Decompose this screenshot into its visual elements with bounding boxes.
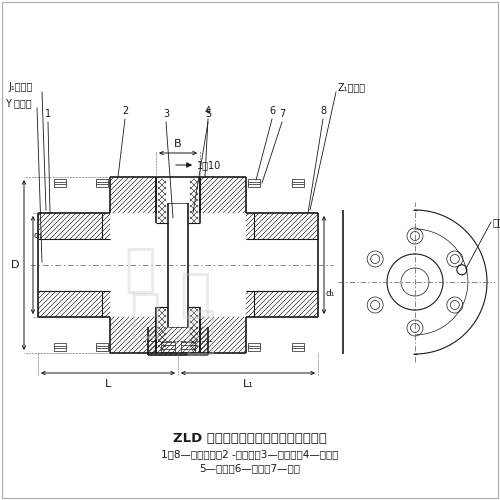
Bar [96,343,108,351]
Text: 4: 4 [205,106,211,116]
Text: 優: 優 [124,244,156,296]
Bar [292,179,304,187]
Bar [181,342,195,352]
Bar [54,343,66,351]
Text: 1、8—半聯軸器；2 -外擋板；3—內擋板；4—外套；: 1、8—半聯軸器；2 -外擋板；3—內擋板；4—外套； [161,449,339,459]
Text: 1：10: 1：10 [197,160,221,170]
Text: d₁: d₁ [34,230,43,239]
Text: 7: 7 [279,109,285,119]
Text: J₁型軸孔: J₁型軸孔 [8,82,32,92]
Text: B: B [174,139,182,149]
Text: 標志: 標志 [493,217,500,227]
Text: 5—柱銷；6—螺栓；7—墊圈: 5—柱銷；6—螺栓；7—墊圈 [200,463,300,473]
Bar [292,343,304,351]
Text: 科: 科 [179,269,211,321]
Text: L: L [105,379,111,389]
Text: d₁: d₁ [326,290,336,298]
Bar [54,179,66,187]
Text: ZLD 型圓錐形軸孔彈性柱銷齒式聯軸器: ZLD 型圓錐形軸孔彈性柱銷齒式聯軸器 [173,432,327,444]
Text: 1: 1 [45,109,51,119]
Text: L₁: L₁ [242,379,254,389]
Text: Z₁型軸孔: Z₁型軸孔 [338,82,366,92]
Text: 動: 動 [184,306,216,358]
Text: 6: 6 [269,106,275,116]
Bar [248,179,260,187]
Text: 2: 2 [122,106,128,116]
Text: 聯: 聯 [129,289,161,341]
Bar [161,342,175,352]
Text: Y 型軸孔: Y 型軸孔 [5,98,32,108]
Text: 8: 8 [320,106,326,116]
Bar [248,343,260,351]
Bar [96,179,108,187]
Text: 5: 5 [205,109,211,119]
Text: D: D [10,260,19,270]
Text: 3: 3 [163,109,169,119]
